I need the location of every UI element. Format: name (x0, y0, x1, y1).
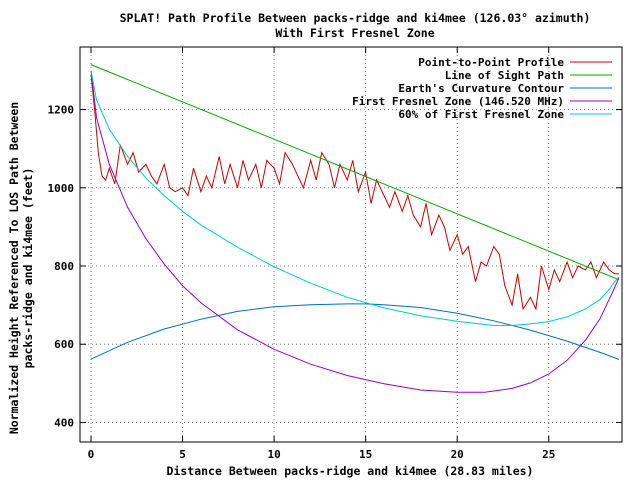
legend-label-earth-s-curvature-contour: Earth's Curvature Contour (398, 82, 564, 95)
chart-title: SPLAT! Path Profile Between packs-ridge … (120, 11, 591, 25)
y-axis-label-line2: packs-ridge and ki4mee (feet) (21, 168, 35, 369)
y-tick-label: 1000 (48, 182, 75, 195)
series-line-line-of-sight-path (90, 64, 620, 281)
series-line-60-of-first-fresnel-zone (90, 70, 620, 326)
series-line-earth-s-curvature-contour (90, 303, 620, 360)
y-tick-label: 800 (54, 260, 74, 273)
y-axis-label-line1: Normalized Height Referenced To LOS Path… (7, 102, 21, 434)
legend-label-line-of-sight-path: Line of Sight Path (445, 69, 564, 82)
series-lines (90, 64, 620, 393)
x-tick-label: 10 (267, 448, 280, 461)
x-axis-label: Distance Between packs-ridge and ki4mee … (167, 464, 534, 478)
x-tick-label: 0 (88, 448, 95, 461)
x-tick-label: 25 (542, 448, 555, 461)
y-tick-label: 600 (54, 338, 74, 351)
x-tick-label: 15 (359, 448, 372, 461)
y-tick-label: 400 (54, 416, 74, 429)
chart-subtitle: With First Fresnel Zone (275, 26, 434, 40)
series-line-first-fresnel-zone-146-520-mhz (90, 70, 620, 393)
plot-frame (79, 46, 623, 443)
axis-ticks: 0 5 10 15 20 25 400 600 800 1000 1200 (48, 47, 622, 461)
legend-label-60-of-first-fresnel-zone: 60% of First Fresnel Zone (398, 108, 564, 121)
x-tick-label: 20 (451, 448, 464, 461)
x-tick-label: 5 (179, 448, 186, 461)
y-tick-label: 1200 (48, 104, 75, 117)
legend-label-point-to-point-profile: Point-to-Point Profile (418, 56, 564, 69)
legend-label-first-fresnel-zone-146-520-mhz: First Fresnel Zone (146.520 MHz) (352, 95, 564, 108)
